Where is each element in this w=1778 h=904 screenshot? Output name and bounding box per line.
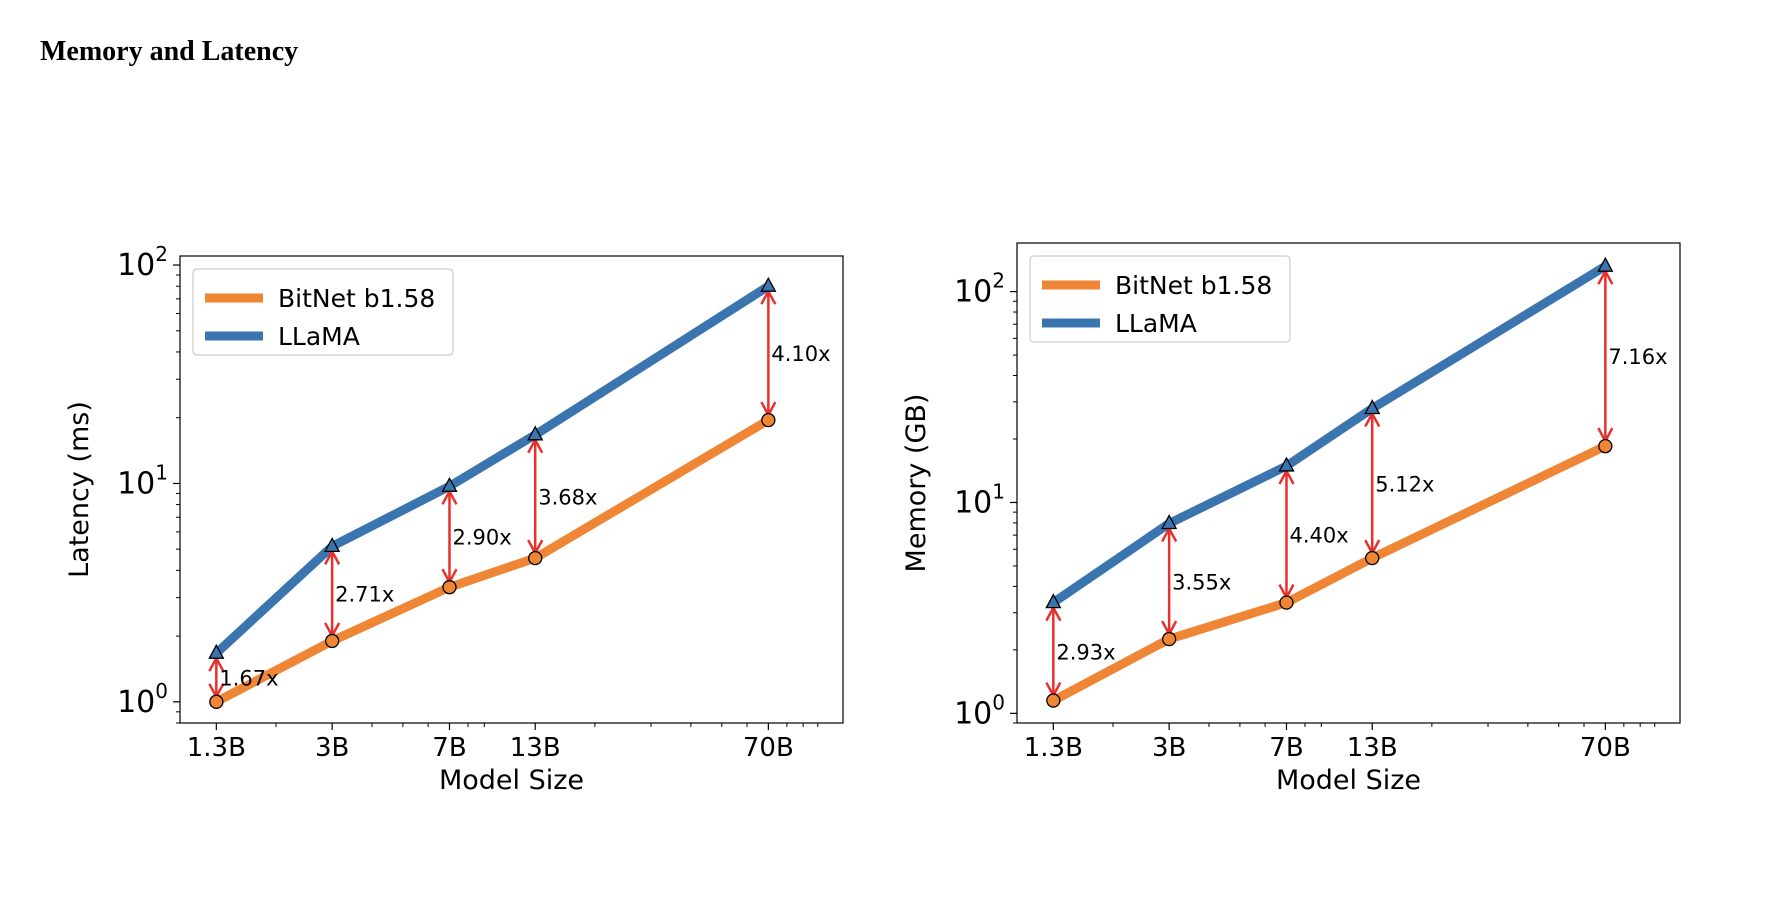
x-tick-label: 70B [743, 733, 794, 763]
bitnet-marker [761, 412, 776, 428]
y-tick-exponent: 0 [155, 679, 168, 703]
llama-marker [208, 643, 225, 659]
y-tick-label: 100 [117, 679, 168, 720]
ratio-label: 3.55x [1172, 570, 1231, 594]
y-tick-exponent: 2 [155, 242, 168, 266]
llama-marker [1278, 456, 1295, 472]
llama-marker [527, 425, 544, 441]
y-axis-label: Latency (ms) [64, 401, 95, 578]
llama-marker [1364, 399, 1381, 415]
x-tick-label: 13B [1347, 733, 1398, 763]
bitnet-marker [1046, 693, 1061, 708]
bitnet-marker [1279, 595, 1294, 610]
legend-label-bitnet: BitNet b1.58 [278, 284, 435, 313]
y-tick-base: 10 [954, 275, 992, 310]
ratio-label: 7.16x [1608, 345, 1667, 369]
page-title: Memory and Latency [40, 36, 299, 67]
y-tick-label: 100 [954, 690, 1005, 731]
llama-marker [441, 476, 458, 492]
ratio-label: 3.68x [538, 485, 597, 509]
x-axis-label: Model Size [1276, 765, 1421, 796]
x-axis-label: Model Size [439, 765, 584, 796]
x-tick-label: 7B [432, 733, 466, 763]
x-tick-label: 70B [1580, 733, 1631, 763]
bitnet-marker [442, 580, 457, 595]
llama-marker [760, 276, 777, 292]
ratio-label: 2.93x [1056, 641, 1115, 665]
y-tick-label: 102 [117, 242, 168, 283]
plot-frame [1016, 242, 1681, 724]
y-tick-base: 10 [117, 466, 155, 501]
y-tick-base: 10 [117, 685, 155, 720]
bitnet-marker [1598, 438, 1613, 454]
x-tick-label: 3B [315, 733, 349, 763]
legend: BitNet b1.58 LLaMA [1029, 255, 1291, 343]
ratio-label: 2.71x [335, 583, 394, 607]
ratio-label: 4.40x [1289, 523, 1348, 547]
bitnet-marker [1161, 631, 1177, 647]
ratio-label: 1.67x [219, 667, 278, 691]
legend-label-bitnet: BitNet b1.58 [1115, 271, 1272, 300]
bitnet-marker [324, 633, 340, 649]
y-tick-label: 101 [954, 479, 1005, 520]
x-tick-label: 7B [1269, 733, 1303, 763]
bitnet-marker [1365, 550, 1380, 566]
y-tick-base: 10 [954, 696, 992, 731]
x-tick-label: 1.3B [187, 733, 246, 763]
llama-marker [1161, 514, 1178, 530]
x-tick-label: 13B [510, 733, 561, 763]
y-tick-exponent: 0 [992, 690, 1005, 714]
bitnet-marker [528, 550, 543, 566]
y-tick-base: 10 [117, 248, 155, 283]
y-tick-label: 102 [954, 269, 1005, 310]
x-tick-label: 3B [1152, 733, 1186, 763]
ratio-label: 4.10x [771, 342, 830, 366]
y-tick-exponent: 2 [992, 269, 1005, 293]
y-axis-label: Memory (GB) [901, 394, 932, 573]
llama-marker [324, 537, 341, 553]
bitnet-marker [209, 694, 224, 709]
ratio-label: 2.90x [452, 526, 511, 550]
x-tick-label: 1.3B [1024, 733, 1083, 763]
series-line-bitnet [1051, 442, 1608, 705]
y-tick-base: 10 [954, 485, 992, 520]
y-tick-exponent: 1 [992, 479, 1005, 503]
y-tick-label: 101 [117, 460, 168, 501]
legend-label-llama: LLaMA [1115, 309, 1197, 338]
legend-label-llama: LLaMA [278, 322, 360, 351]
legend: BitNet b1.58 LLaMA [192, 268, 454, 356]
plot-frame [179, 255, 844, 724]
ratio-label: 5.12x [1375, 472, 1434, 496]
llama-marker [1597, 256, 1614, 272]
llama-marker [1045, 593, 1062, 609]
y-tick-exponent: 1 [155, 460, 168, 484]
